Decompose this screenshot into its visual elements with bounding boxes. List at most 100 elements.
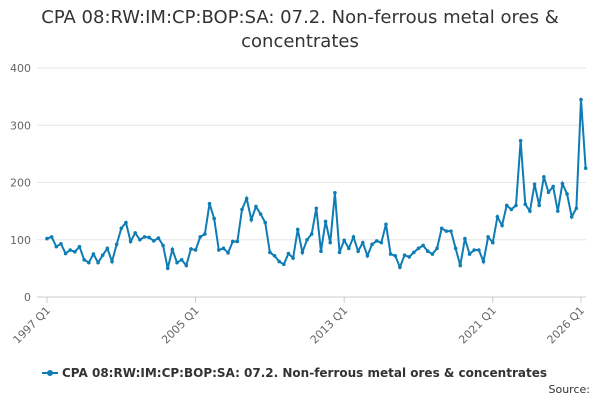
- point: [439, 226, 444, 231]
- point: [509, 207, 514, 212]
- point: [337, 250, 342, 255]
- point: [244, 196, 249, 201]
- legend-marker: [47, 370, 53, 376]
- point: [272, 253, 277, 258]
- point: [323, 219, 328, 224]
- point: [291, 256, 295, 260]
- point: [490, 240, 495, 245]
- point: [430, 252, 435, 256]
- point: [458, 263, 463, 268]
- point: [184, 263, 189, 268]
- point: [179, 257, 184, 262]
- point: [77, 244, 82, 249]
- point: [486, 235, 490, 239]
- point: [319, 249, 323, 253]
- chart-title: CPA 08:RW:IM:CP:BOP:SA: 07.2. Non-ferrou…: [41, 7, 559, 52]
- x-tick-label: 2026 Q1: [545, 304, 588, 347]
- point: [328, 240, 333, 245]
- point: [226, 251, 230, 255]
- point: [579, 97, 583, 102]
- point: [128, 239, 133, 244]
- point: [68, 248, 73, 252]
- point: [254, 204, 258, 209]
- point: [170, 247, 175, 252]
- point: [305, 237, 309, 242]
- point: [393, 253, 398, 258]
- point: [138, 237, 142, 242]
- x-tick-label: 1997 Q1: [11, 304, 54, 347]
- point: [217, 248, 221, 252]
- point: [351, 235, 356, 239]
- point: [379, 240, 384, 245]
- point: [161, 243, 165, 248]
- point: [528, 209, 532, 213]
- point: [555, 209, 560, 213]
- point: [240, 207, 244, 212]
- point: [277, 259, 281, 264]
- point: [532, 182, 537, 187]
- point: [212, 216, 216, 221]
- point: [100, 253, 105, 258]
- point: [333, 191, 337, 195]
- point: [495, 215, 500, 219]
- point: [175, 260, 179, 265]
- point: [282, 262, 286, 267]
- point: [560, 181, 565, 186]
- point: [374, 239, 379, 243]
- point: [314, 206, 319, 211]
- point: [388, 252, 393, 256]
- y-tick-label: 200: [10, 177, 31, 190]
- point: [124, 220, 128, 225]
- point: [152, 239, 156, 243]
- point: [119, 226, 124, 231]
- point: [477, 248, 481, 252]
- point: [73, 249, 77, 254]
- point: [444, 229, 449, 233]
- point: [569, 215, 574, 219]
- point: [142, 235, 147, 239]
- point: [412, 250, 416, 255]
- point: [286, 251, 291, 256]
- point: [537, 203, 542, 208]
- point: [203, 232, 207, 236]
- point: [384, 222, 388, 227]
- point: [472, 248, 477, 252]
- point: [147, 235, 151, 240]
- point: [45, 236, 49, 241]
- point: [481, 259, 486, 264]
- point: [249, 217, 254, 222]
- x-tick-label: 2013 Q1: [308, 304, 351, 347]
- y-tick-label: 400: [10, 62, 31, 75]
- point: [551, 184, 555, 189]
- point: [114, 242, 119, 247]
- point: [189, 247, 193, 251]
- point: [523, 202, 528, 207]
- point: [425, 249, 430, 253]
- y-tick-label: 100: [10, 234, 31, 247]
- point: [105, 246, 110, 251]
- legend-label: CPA 08:RW:IM:CP:BOP:SA: 07.2. Non-ferrou…: [62, 366, 547, 380]
- point: [193, 248, 198, 252]
- point: [398, 265, 402, 270]
- point: [453, 246, 458, 251]
- x-tick-label: 2005 Q1: [159, 304, 202, 347]
- point: [463, 236, 467, 241]
- point: [583, 166, 588, 170]
- point: [360, 240, 365, 245]
- point: [156, 236, 161, 240]
- point: [59, 241, 63, 246]
- point: [546, 190, 551, 195]
- point: [504, 203, 509, 208]
- x-tick-label: 2021 Q1: [456, 304, 499, 347]
- point: [54, 244, 59, 249]
- point: [235, 239, 240, 244]
- point: [268, 250, 272, 255]
- point: [365, 253, 370, 258]
- point: [514, 203, 518, 208]
- point: [91, 252, 96, 256]
- point: [133, 231, 138, 235]
- point: [370, 242, 374, 247]
- point: [309, 232, 314, 236]
- point: [82, 257, 86, 262]
- point: [230, 239, 235, 244]
